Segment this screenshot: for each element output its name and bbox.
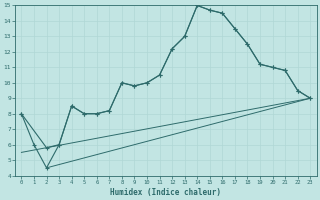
X-axis label: Humidex (Indice chaleur): Humidex (Indice chaleur) [110, 188, 221, 197]
